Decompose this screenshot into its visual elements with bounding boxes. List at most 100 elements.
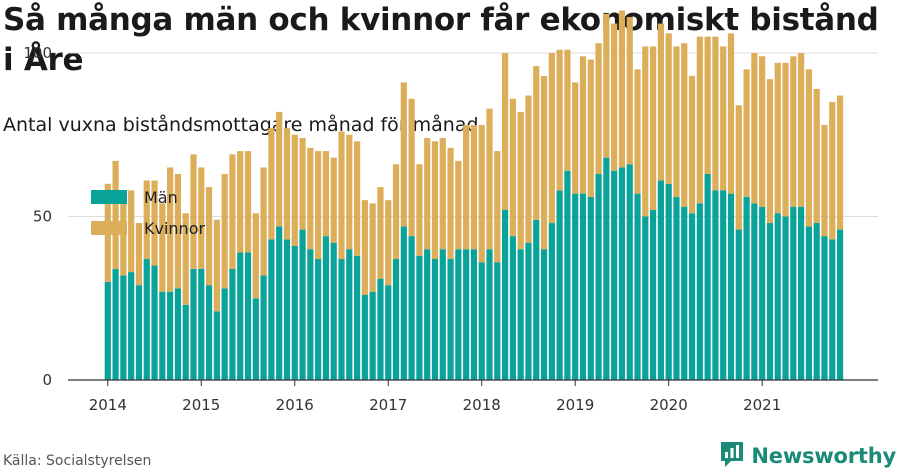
- bar-kvinnor-3: [128, 190, 135, 273]
- bar-kvinnor-25: [299, 138, 306, 230]
- bar-man-12: [198, 268, 205, 380]
- bar-man-32: [353, 255, 361, 380]
- bar-man-70: [650, 209, 657, 380]
- bar-kvinnor-1: [112, 160, 119, 269]
- bar-man-21: [268, 239, 275, 380]
- bar-kvinnor-80: [727, 33, 735, 194]
- bar-man-2: [120, 275, 127, 380]
- legend: Män Kvinnor: [91, 188, 205, 238]
- bar-man-87: [782, 216, 789, 380]
- bar-kvinnor-93: [829, 102, 836, 240]
- bar-kvinnor-33: [361, 200, 368, 295]
- bar-man-62: [587, 196, 594, 380]
- bar-kvinnor-70: [650, 46, 657, 210]
- bar-kvinnor-63: [595, 43, 602, 174]
- bar-man-50: [494, 262, 501, 380]
- bar-man-41: [424, 249, 431, 380]
- bar-man-25: [299, 229, 306, 380]
- bar-kvinnor-15: [221, 173, 228, 289]
- bar-kvinnor-31: [346, 134, 353, 250]
- bar-man-88: [790, 206, 797, 380]
- bar-kvinnor-90: [805, 69, 812, 227]
- bar-man-18: [244, 252, 252, 380]
- brand-logo[interactable]: Newsworthy: [719, 441, 896, 471]
- bar-man-91: [813, 223, 820, 380]
- bar-kvinnor-32: [353, 141, 361, 256]
- bar-man-71: [657, 180, 664, 380]
- bar-man-73: [673, 196, 680, 380]
- bar-man-76: [696, 203, 703, 380]
- x-axis-ticks: 2014 2015 2016 2017 2018 2019 2020 2021: [89, 380, 781, 414]
- bar-man-29: [330, 242, 337, 380]
- x-tick-label-2014: 2014: [89, 396, 127, 414]
- legend-label-kvinnor: Kvinnor: [144, 219, 205, 238]
- bar-man-90: [805, 226, 812, 380]
- bar-man-42: [431, 259, 439, 380]
- bar-man-80: [727, 193, 735, 380]
- bar-kvinnor-75: [688, 75, 696, 214]
- bar-kvinnor-65: [611, 23, 618, 171]
- bar-kvinnor-78: [712, 36, 719, 191]
- bar-man-4: [135, 285, 143, 380]
- bar-man-47: [470, 249, 478, 380]
- bar-kvinnor-29: [330, 157, 337, 243]
- bar-man-20: [260, 275, 267, 380]
- bar-kvinnor-86: [774, 62, 781, 214]
- bar-kvinnor-35: [377, 187, 384, 279]
- bar-kvinnor-55: [533, 66, 540, 220]
- bar-kvinnor-23: [283, 128, 291, 240]
- chart-title: Så många män och kvinnor får ekonomiskt …: [3, 2, 879, 78]
- bar-kvinnor-17: [237, 151, 244, 253]
- bar-kvinnor-91: [813, 88, 820, 224]
- bar-man-60: [572, 193, 579, 380]
- bar-man-68: [634, 193, 641, 380]
- x-tick-label-2018: 2018: [463, 396, 501, 414]
- bar-kvinnor-10: [182, 213, 189, 305]
- bar-kvinnor-18: [244, 151, 252, 253]
- bar-man-23: [283, 239, 291, 380]
- x-tick-label-2017: 2017: [369, 396, 407, 414]
- bar-man-77: [704, 173, 711, 380]
- bar-man-27: [315, 259, 322, 380]
- bar-kvinnor-22: [276, 111, 283, 227]
- bar-kvinnor-43: [439, 138, 446, 250]
- bar-kvinnor-42: [431, 141, 439, 260]
- bar-kvinnor-7: [159, 203, 166, 292]
- bar-man-34: [369, 291, 376, 380]
- bar-man-19: [252, 298, 259, 380]
- bar-kvinnor-57: [548, 53, 555, 224]
- bar-man-94: [836, 229, 844, 380]
- brand-name: Newsworthy: [751, 444, 896, 468]
- bar-man-6: [151, 265, 158, 380]
- bar-man-31: [346, 249, 353, 380]
- bar-man-63: [595, 173, 602, 380]
- bar-man-3: [128, 272, 135, 380]
- bar-kvinnor-5: [143, 180, 150, 260]
- bar-kvinnor-69: [642, 46, 649, 217]
- bar-man-52: [509, 236, 516, 380]
- bar-kvinnor-85: [766, 79, 774, 224]
- bar-kvinnor-21: [268, 128, 275, 240]
- bar-kvinnor-20: [260, 167, 267, 276]
- bar-kvinnor-28: [322, 151, 330, 237]
- bar-man-39: [408, 236, 415, 380]
- bar-kvinnor-14: [213, 219, 220, 312]
- x-tick-label-2016: 2016: [276, 396, 314, 414]
- bar-kvinnor-61: [579, 56, 587, 194]
- bar-kvinnor-37: [392, 164, 400, 260]
- bar-kvinnor-53: [517, 111, 524, 250]
- bar-man-22: [276, 226, 283, 380]
- bar-man-38: [400, 226, 407, 380]
- bar-man-65: [611, 170, 618, 380]
- bar-kvinnor-54: [525, 95, 532, 243]
- bar-kvinnor-59: [564, 49, 571, 171]
- bar-kvinnor-44: [447, 147, 454, 260]
- bar-kvinnor-30: [338, 131, 345, 260]
- bars: [104, 10, 844, 380]
- bar-man-1: [112, 268, 119, 380]
- bar-man-28: [322, 236, 330, 380]
- bar-man-8: [167, 291, 174, 380]
- bar-kvinnor-16: [229, 154, 236, 269]
- bar-kvinnor-76: [696, 36, 703, 204]
- bar-man-56: [540, 249, 548, 380]
